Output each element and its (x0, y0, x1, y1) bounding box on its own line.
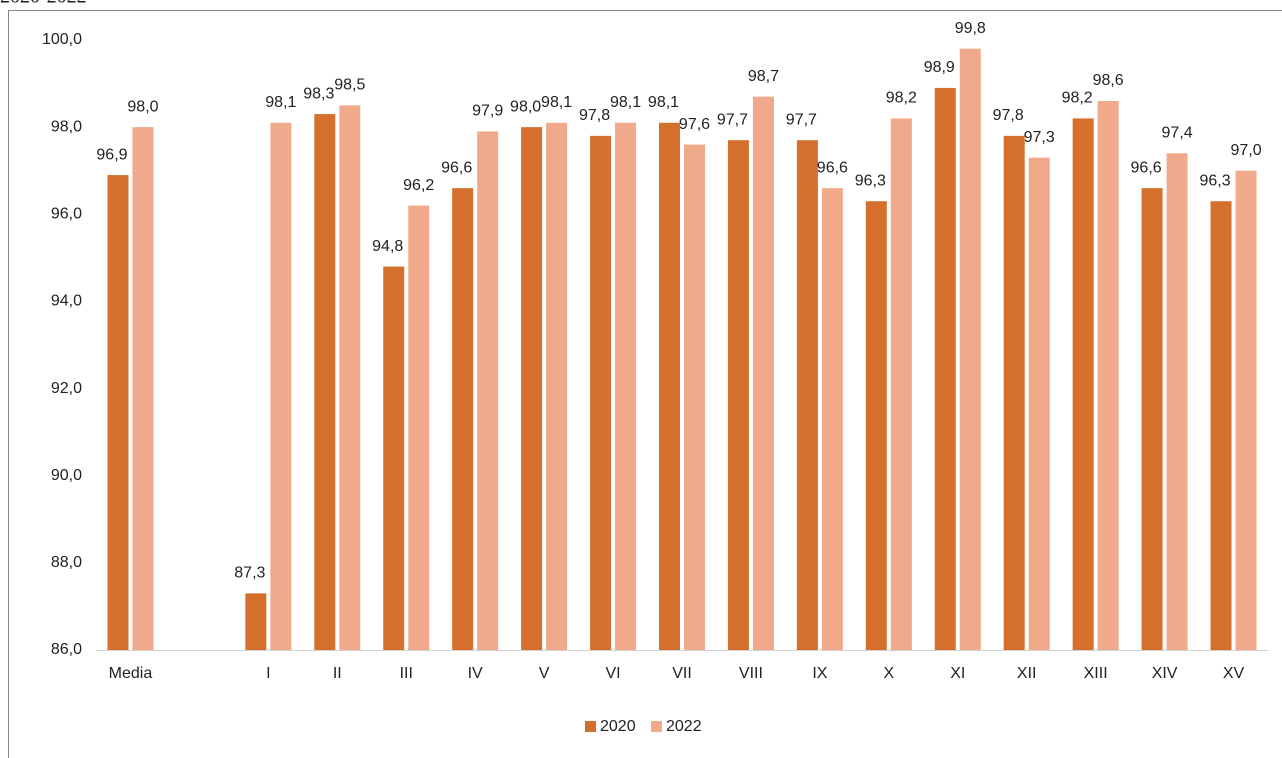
data-label: 96,3 (855, 172, 886, 189)
x-tick-label: XII (1017, 665, 1037, 682)
y-tick-label: 96,0 (51, 206, 82, 223)
x-tick-label: VIII (739, 665, 763, 682)
bar (1003, 135, 1025, 650)
x-tick-label: VII (672, 665, 692, 682)
bar (890, 118, 912, 650)
data-label: 96,6 (1131, 159, 1162, 176)
data-label: 98,1 (541, 94, 572, 111)
x-tick-label: II (333, 665, 342, 682)
y-tick-label: 90,0 (51, 467, 82, 484)
bar (452, 188, 474, 650)
data-label: 96,6 (817, 159, 848, 176)
x-tick-label: III (400, 665, 413, 682)
bar (821, 188, 843, 650)
data-label: 98,1 (265, 94, 296, 111)
bar (615, 122, 637, 651)
x-tick-label: XIII (1084, 665, 1108, 682)
data-label: 98,1 (610, 94, 641, 111)
data-label: 87,3 (234, 565, 265, 582)
data-label: 98,5 (334, 77, 365, 94)
data-label: 98,2 (1062, 90, 1093, 107)
bar (1166, 153, 1188, 651)
data-label: 96,6 (441, 159, 472, 176)
bar (959, 48, 981, 650)
data-label: 96,3 (1199, 172, 1230, 189)
data-label: 97,7 (786, 111, 817, 128)
bar (383, 266, 405, 650)
bar (546, 122, 568, 651)
data-label: 98,1 (648, 94, 679, 111)
bar (408, 205, 430, 651)
bar (865, 201, 887, 650)
y-tick-label: 98,0 (51, 118, 82, 135)
data-label: 97,8 (993, 107, 1024, 124)
bar (339, 105, 361, 651)
data-label: 97,8 (579, 107, 610, 124)
legend-label: 2022 (666, 718, 702, 735)
bar (727, 140, 749, 650)
data-label: 96,9 (96, 146, 127, 163)
data-label: 98,0 (127, 98, 158, 115)
data-label: 98,9 (924, 59, 955, 76)
bar (107, 175, 129, 651)
data-label: 99,8 (955, 20, 986, 37)
x-tick-label: V (539, 665, 550, 682)
bar (1097, 101, 1119, 650)
y-tick-label: 88,0 (51, 554, 82, 571)
bar (1028, 157, 1050, 650)
data-label: 98,6 (1093, 72, 1124, 89)
bar (752, 96, 774, 650)
bar (684, 144, 705, 651)
bar (1210, 201, 1232, 650)
y-tick-label: 92,0 (51, 380, 82, 397)
data-label: 97,3 (1024, 129, 1055, 146)
data-label: 98,7 (748, 68, 779, 85)
chart-title: 2020-2022 (0, 0, 87, 8)
legend-swatch (585, 721, 596, 732)
bar (132, 127, 154, 650)
bar (1235, 170, 1257, 650)
data-label: 94,8 (372, 238, 403, 255)
x-tick-label: Media (109, 665, 153, 682)
data-label: 97,9 (472, 103, 503, 120)
bar (245, 593, 267, 650)
x-tick-label: XI (950, 665, 965, 682)
bar (1072, 118, 1094, 650)
bar (1141, 188, 1163, 650)
bar (270, 122, 292, 651)
x-tick-label: IV (468, 665, 483, 682)
data-label: 98,3 (303, 85, 334, 102)
x-tick-label: X (883, 665, 894, 682)
bar (796, 140, 818, 650)
data-label: 97,6 (679, 116, 710, 133)
x-tick-label: XV (1223, 665, 1245, 682)
y-tick-label: 94,0 (51, 293, 82, 310)
legend-swatch (651, 721, 662, 732)
data-label: 97,7 (717, 111, 748, 128)
bar (659, 122, 680, 651)
data-label: 98,0 (510, 98, 541, 115)
bar (590, 135, 612, 650)
data-label: 97,4 (1162, 125, 1193, 142)
bar (934, 87, 956, 650)
bar (521, 127, 543, 650)
y-tick-label: 86,0 (51, 641, 82, 658)
bar (314, 114, 336, 651)
x-tick-label: VI (605, 665, 620, 682)
x-tick-label: XIV (1152, 665, 1178, 682)
data-label: 97,0 (1230, 142, 1261, 159)
data-label: 98,2 (886, 90, 917, 107)
x-tick-label: I (266, 665, 270, 682)
data-label: 96,2 (403, 177, 434, 194)
x-tick-label: IX (812, 665, 827, 682)
legend-label: 2020 (600, 718, 636, 735)
y-tick-label: 100,0 (42, 31, 82, 48)
bar (477, 131, 499, 650)
